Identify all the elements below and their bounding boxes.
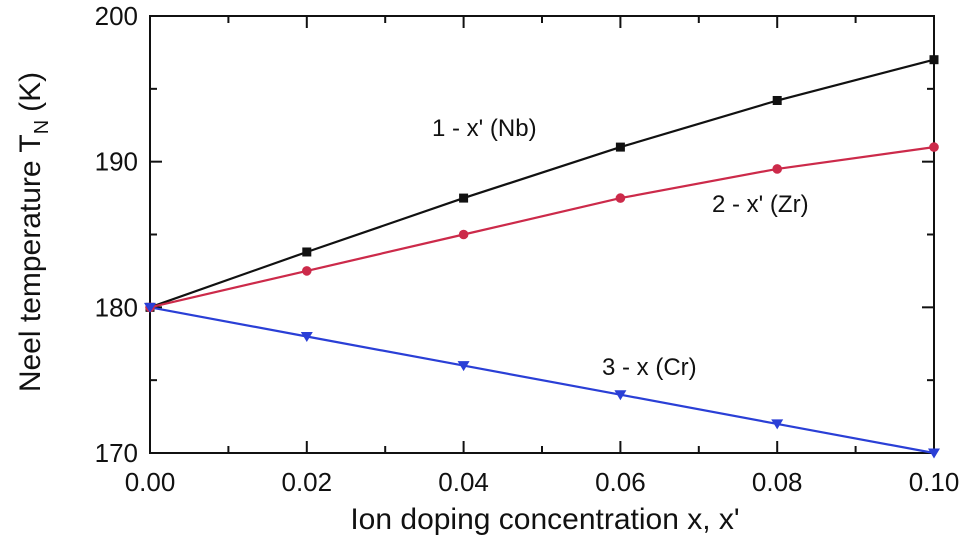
data-point bbox=[928, 448, 940, 459]
y-tick-label: 200 bbox=[95, 1, 138, 31]
x-tick-label: 0.10 bbox=[909, 467, 960, 497]
data-point bbox=[459, 193, 469, 203]
series-line-1 bbox=[149, 146, 935, 309]
series-markers bbox=[144, 55, 940, 459]
x-tick-label: 0.04 bbox=[438, 467, 489, 497]
series-lines bbox=[149, 58, 935, 455]
data-point bbox=[300, 331, 313, 342]
data-point bbox=[144, 302, 156, 313]
y-axis-title-main: Neel temperature T bbox=[14, 134, 47, 392]
x-axis-title: Ion doping concentration x, x' bbox=[350, 503, 739, 536]
data-point bbox=[615, 193, 626, 203]
data-point bbox=[458, 229, 469, 240]
data-point bbox=[772, 95, 782, 105]
series-label-cr: 3 - x (Cr) bbox=[602, 354, 697, 381]
y-tick-label: 170 bbox=[95, 438, 138, 468]
x-tick-label: 0.00 bbox=[125, 467, 176, 497]
data-point bbox=[771, 419, 784, 430]
data-point bbox=[772, 164, 782, 174]
x-tick-label: 0.08 bbox=[752, 467, 803, 497]
plot-frame bbox=[149, 15, 935, 454]
y-axis-title-subscript: N bbox=[31, 120, 53, 134]
y-tick-label: 180 bbox=[95, 292, 138, 322]
y-tick-label: 190 bbox=[95, 147, 138, 177]
data-point bbox=[929, 142, 939, 152]
series-label-nb: 1 - x' (Nb) bbox=[432, 115, 537, 142]
x-tick-label: 0.02 bbox=[281, 467, 332, 497]
x-tick-label: 0.06 bbox=[595, 467, 646, 497]
data-point bbox=[929, 55, 939, 65]
x-axis-ticks: 0.00 0.02 0.04 0.06 0.08 0.10 bbox=[125, 16, 960, 497]
series-line-0 bbox=[149, 58, 935, 309]
y-axis-title-unit: (K) bbox=[14, 72, 47, 112]
series-label-zr: 2 - x' (Zr) bbox=[712, 191, 809, 218]
data-point bbox=[302, 247, 312, 257]
data-point bbox=[302, 266, 312, 276]
y-axis-title: Neel temperature TN (K) bbox=[14, 72, 53, 392]
data-point bbox=[614, 390, 627, 401]
y-axis-ticks: 170 180 190 200 bbox=[95, 1, 934, 468]
series-line-2 bbox=[149, 306, 935, 455]
data-point bbox=[457, 361, 470, 372]
data-point bbox=[615, 142, 625, 152]
